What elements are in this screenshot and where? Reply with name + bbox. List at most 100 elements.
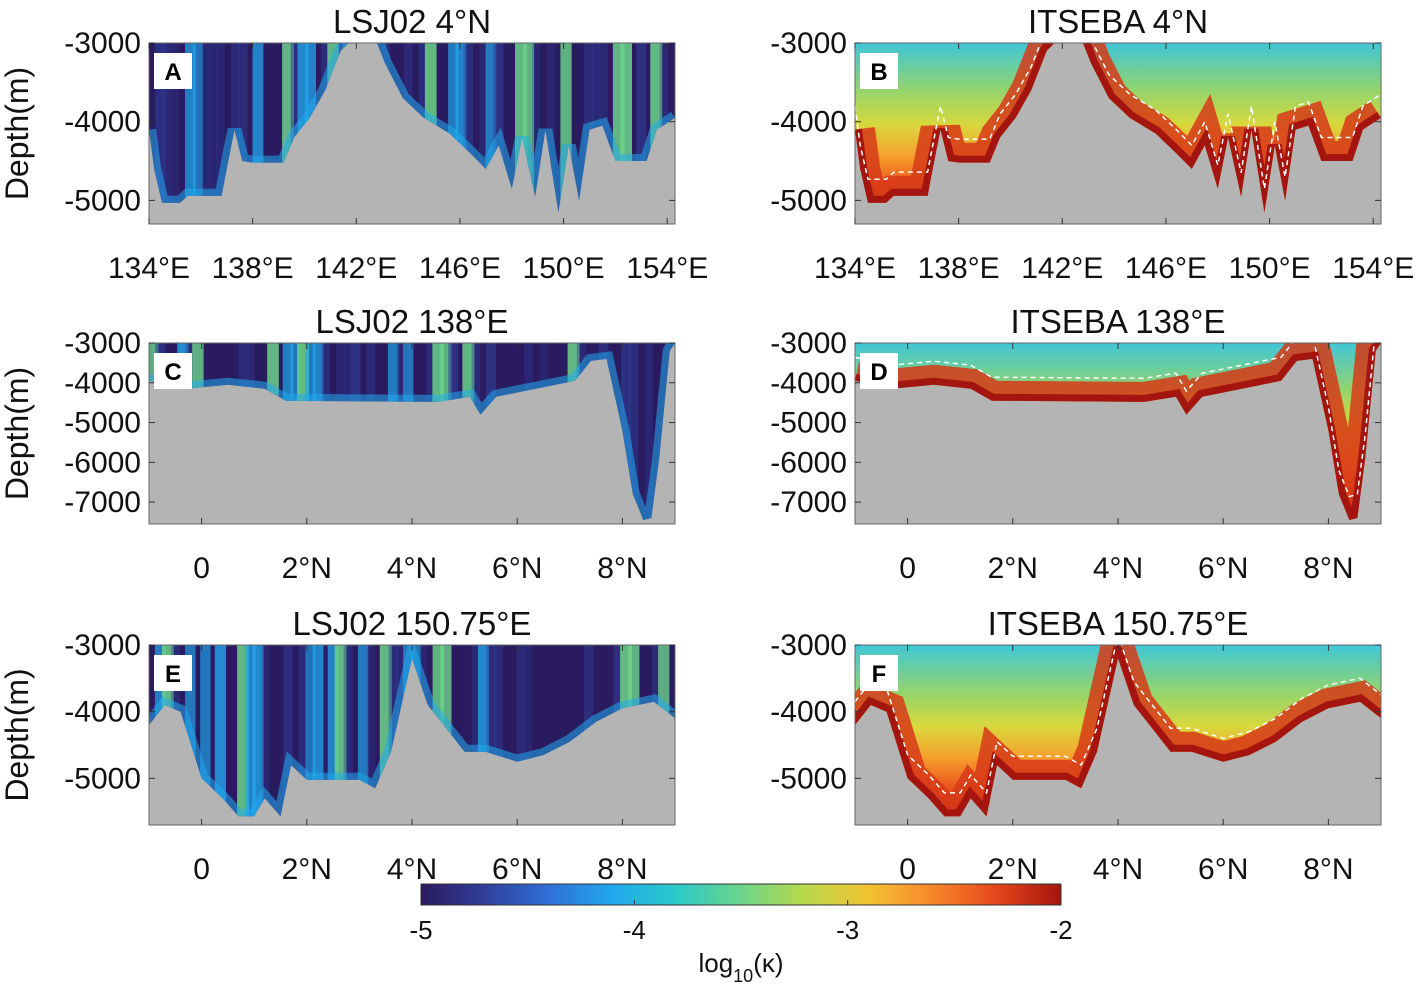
colorbar-gradient <box>420 883 1062 906</box>
x-tick-label: 146°E <box>419 252 501 285</box>
field-stripe <box>636 43 647 213</box>
y-tick-label: -3000 <box>770 27 847 60</box>
x-tick-label: 2°N <box>282 552 332 585</box>
x-tick-label: 0 <box>899 853 916 886</box>
y-tick-label: -5000 <box>64 407 141 440</box>
field-stripe <box>327 645 339 817</box>
field-stripe <box>305 645 316 817</box>
field-stripe <box>283 645 293 817</box>
field-stripe <box>230 43 240 213</box>
plot-area-d <box>855 343 1381 524</box>
field-stripe <box>357 645 369 817</box>
bottom-band-dark <box>855 645 1381 817</box>
x-tick-label: 2°N <box>988 853 1038 886</box>
plot-area-b <box>855 43 1381 224</box>
y-axis-label: Depth(m) <box>0 67 35 200</box>
y-tick-label: -4000 <box>64 696 141 729</box>
panel-f: -3000 -4000 -5000 0 2°N 4°N 6°N 8°N ITSEBA 150.7… <box>770 605 1382 886</box>
x-tick-label: 154°E <box>626 252 708 285</box>
x-tick-label: 6°N <box>1198 853 1248 886</box>
x-tick-label: 134°E <box>108 252 190 285</box>
field-stripe <box>522 43 535 213</box>
y-tick-label: -5000 <box>770 407 847 440</box>
field-stripe <box>493 645 503 817</box>
field-stripe <box>282 43 294 213</box>
field-stripe <box>531 43 540 213</box>
contour-line <box>855 645 1381 795</box>
field-stripe <box>485 43 497 213</box>
y-tick-label: -5000 <box>64 184 141 217</box>
y-tick-label: -3000 <box>64 327 141 360</box>
colorbar-label: log10(κ) <box>698 948 783 986</box>
y-tick-label: -6000 <box>64 446 141 479</box>
panel-d: -3000 -4000 -5000 -6000 -7000 0 2°N 4°N 6°N 8°N IT… <box>770 303 1382 585</box>
panel-title: ITSEBA 150.75°E <box>988 605 1249 642</box>
x-tick-label: 6°N <box>492 853 542 886</box>
field-stripe <box>366 645 375 817</box>
y-tick-label: -7000 <box>64 486 141 519</box>
x-tick-label: 146°E <box>1125 252 1207 285</box>
y-tick-label: -3000 <box>770 327 847 360</box>
field-stripe <box>479 43 488 213</box>
field-stripe <box>463 43 473 213</box>
x-tick-label: 4°N <box>1093 552 1143 585</box>
field-stripe <box>252 645 264 817</box>
contour-line <box>855 43 1381 189</box>
colorbar-tick-label: -5 <box>409 915 432 945</box>
field-stripe <box>516 645 526 817</box>
colorbar-tick-label: -4 <box>623 915 646 945</box>
panel-title: LSJ02 150.75°E <box>293 605 532 642</box>
field-stripe <box>208 43 218 213</box>
x-tick-label: 150°E <box>1229 252 1311 285</box>
x-tick-label: 8°N <box>1303 552 1353 585</box>
x-tick-label: 142°E <box>315 252 397 285</box>
field-stripe <box>216 43 225 213</box>
panel-letter: F <box>872 661 887 688</box>
colorbar-label-tail: (κ) <box>753 948 783 978</box>
panel-letter-box <box>154 655 192 691</box>
panel-letter-box <box>154 353 192 389</box>
axes-frame <box>854 42 1382 225</box>
y-tick-label: -4000 <box>770 696 847 729</box>
field-stripe <box>612 43 625 213</box>
x-tick-label: 4°N <box>387 853 437 886</box>
bottom-band-dark <box>855 343 1381 520</box>
x-tick-label: 0 <box>899 552 916 585</box>
colorbar: -5 -4 -3 -2 log10(κ) <box>409 883 1073 986</box>
field-stripe <box>455 43 467 213</box>
y-tick-label: -4000 <box>770 106 847 139</box>
field-stripe <box>524 645 533 817</box>
field-stripe <box>237 645 249 817</box>
colorbar-ticks: -5 -4 -3 -2 <box>409 900 1073 945</box>
panel-a: -3000 -4000 -5000 134°E 138°E 142°E 146°E 150°E… <box>0 3 708 285</box>
y-tick-label: -5000 <box>64 762 141 795</box>
field-stripe <box>471 645 481 817</box>
panel-letter-box <box>860 353 898 389</box>
field-stripe <box>238 43 248 213</box>
field-stripe <box>163 43 173 213</box>
panel-e: -3000 -4000 -5000 0 2°N 4°N 6°N 8°N LSJ02 150.75… <box>0 605 676 886</box>
contour-line <box>855 343 1381 498</box>
x-tick-label: 0 <box>193 552 210 585</box>
x-tick-label: 8°N <box>597 552 647 585</box>
field-stripe <box>343 645 353 817</box>
x-tick-label: 6°N <box>492 552 542 585</box>
panel-letter-box <box>860 655 898 691</box>
y-tick-label: -4000 <box>770 367 847 400</box>
field-stripe <box>620 43 632 213</box>
panels: -3000 -4000 -5000 134°E 138°E 142°E 146°E 150°E… <box>0 3 1414 886</box>
field-stripe <box>214 645 226 817</box>
field-stripe <box>486 645 496 817</box>
colorbar-label-sub: 10 <box>733 966 753 986</box>
x-tick-label: 2°N <box>988 552 1038 585</box>
field-stripe <box>629 343 639 520</box>
y-tick-label: -4000 <box>64 367 141 400</box>
field-stripe <box>334 645 347 817</box>
field-stripe <box>252 43 264 213</box>
y-tick-label: -5000 <box>770 184 847 217</box>
field-stripe <box>477 645 489 817</box>
bottom-band <box>149 43 675 213</box>
panel-letter-box <box>860 53 898 89</box>
y-tick-label: -4000 <box>64 106 141 139</box>
colorbar-tick-label: -3 <box>836 915 859 945</box>
